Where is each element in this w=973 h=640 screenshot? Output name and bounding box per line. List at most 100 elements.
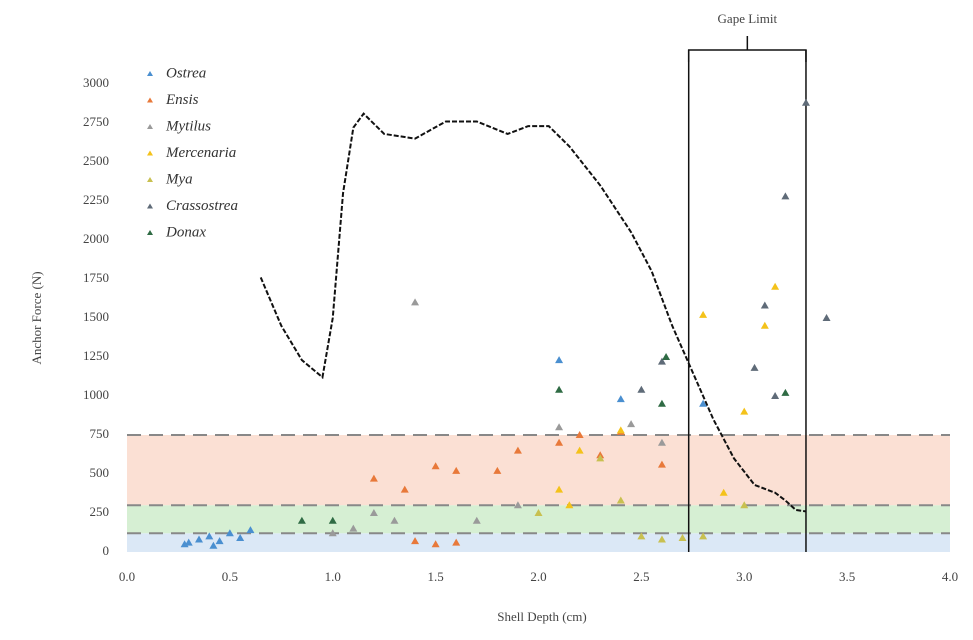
- x-tick-label: 0.0: [119, 569, 135, 584]
- point: [678, 533, 687, 541]
- y-tick-label: 750: [90, 426, 110, 441]
- point: [637, 385, 646, 393]
- point: [822, 314, 831, 321]
- point: [657, 438, 666, 446]
- point: [771, 282, 780, 290]
- point: [657, 535, 666, 543]
- x-tick-label: 3.5: [839, 569, 855, 584]
- point: [555, 438, 564, 446]
- point: [740, 501, 749, 509]
- y-tick-label: 500: [90, 465, 110, 480]
- point: [616, 426, 625, 434]
- x-tick-label: 2.0: [530, 569, 546, 584]
- point: [627, 420, 636, 428]
- point: [555, 356, 564, 364]
- point: [781, 192, 790, 200]
- point: [493, 466, 502, 474]
- y-tick-label: 1750: [83, 270, 109, 285]
- legend-label: Mya: [165, 171, 193, 187]
- point: [637, 532, 646, 540]
- legend-label: Crassostrea: [166, 198, 238, 214]
- point: [657, 399, 666, 407]
- legend-label: Donax: [165, 224, 206, 240]
- point: [225, 529, 234, 537]
- y-tick-label: 3000: [83, 75, 109, 90]
- point: [513, 501, 522, 509]
- legend-label: Ostrea: [166, 65, 206, 81]
- point: [750, 363, 759, 371]
- band: [127, 533, 950, 552]
- y-tick-label: 250: [90, 504, 110, 519]
- point: [180, 540, 189, 548]
- point: [801, 98, 810, 106]
- point: [719, 488, 728, 496]
- point: [760, 321, 769, 329]
- point: [534, 509, 543, 516]
- point: [297, 516, 306, 524]
- x-tick-label: 4.0: [942, 569, 958, 584]
- point: [657, 460, 666, 468]
- point: [328, 516, 337, 524]
- point: [349, 524, 358, 532]
- point: [699, 532, 708, 540]
- point: [236, 533, 245, 541]
- point: [657, 357, 666, 365]
- point: [575, 446, 584, 454]
- force-curve: [259, 112, 807, 513]
- y-tick-label: 1250: [83, 348, 109, 363]
- point: [771, 392, 780, 399]
- point: [411, 537, 420, 545]
- y-tick-label: 1000: [83, 387, 109, 402]
- point: [513, 446, 522, 454]
- point: [555, 385, 564, 393]
- point: [575, 431, 584, 438]
- legend-marker: [147, 177, 153, 182]
- y-tick-label: 1500: [83, 309, 109, 324]
- point: [246, 526, 255, 534]
- point: [452, 538, 461, 546]
- point: [205, 532, 214, 540]
- point: [596, 454, 605, 462]
- point: [328, 529, 337, 537]
- point: [760, 301, 769, 309]
- point: [699, 310, 708, 318]
- legend-marker: [147, 97, 153, 103]
- point: [616, 395, 625, 403]
- point: [411, 298, 420, 306]
- point: [184, 538, 193, 546]
- point: [740, 407, 749, 415]
- legend-marker: [147, 71, 153, 76]
- x-tick-label: 1.5: [428, 569, 444, 584]
- legend-label: Ensis: [165, 92, 199, 108]
- x-tick-label: 2.5: [633, 569, 649, 584]
- x-tick-label: 3.0: [736, 569, 752, 584]
- point: [555, 485, 564, 493]
- point: [699, 399, 708, 407]
- y-tick-label: 0: [103, 543, 110, 558]
- point: [781, 388, 790, 396]
- point: [431, 462, 440, 470]
- point: [616, 496, 625, 504]
- point: [390, 516, 399, 524]
- point: [209, 541, 218, 549]
- legend-marker: [147, 230, 153, 235]
- legend-marker: [147, 203, 153, 209]
- legend-label: Mercenaria: [165, 145, 236, 161]
- y-tick-label: 2750: [83, 114, 109, 129]
- x-tick-label: 0.5: [222, 569, 238, 584]
- point: [195, 535, 204, 543]
- x-axis-label: Shell Depth (cm): [497, 609, 587, 624]
- point: [431, 540, 440, 548]
- point: [452, 466, 461, 474]
- point: [472, 516, 481, 524]
- point: [215, 537, 224, 545]
- point: [565, 501, 574, 509]
- y-axis-label: Anchor Force (N): [29, 271, 44, 364]
- legend-label: Mytilus: [165, 118, 211, 134]
- point: [662, 353, 671, 360]
- point: [369, 509, 378, 516]
- point: [400, 485, 409, 493]
- legend-marker: [147, 150, 153, 156]
- y-tick-label: 2000: [83, 231, 109, 246]
- y-tick-label: 2500: [83, 153, 109, 168]
